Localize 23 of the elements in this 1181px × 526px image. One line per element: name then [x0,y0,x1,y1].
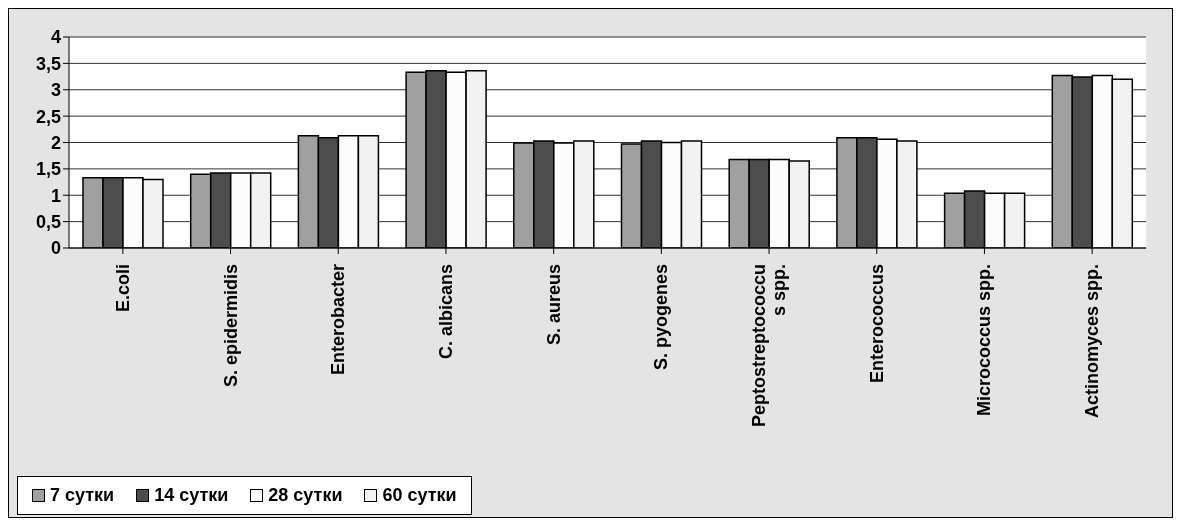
x-tick-label: Enterococcus [866,264,887,384]
x-tick-label: S. epidermidis [220,264,241,388]
x-tick-label: S. pyogenes [651,264,672,371]
legend-label: 14 сутки [153,485,229,506]
y-tick-label: 2 [50,132,61,153]
x-tick-label: Micrococcus spp. [974,264,995,417]
y-tick-label: 0,5 [35,212,61,233]
x-tick-label: S. aureus [543,264,564,346]
legend-label: 7 сутки [49,485,115,506]
x-tick-label: C. albicans [435,264,456,360]
x-tick-label: E.coli [112,264,133,313]
y-tick-label: 1 [50,185,61,206]
legend-label: 28 сутки [267,485,343,506]
y-tick-label: 3,5 [35,53,61,74]
legend-label: 60 сутки [381,485,457,506]
y-tick-label: 3 [50,80,61,101]
y-tick-label: 4 [50,27,61,48]
x-tick-label: Actinomyces spp. [1082,264,1103,419]
y-tick-label: 2,5 [35,106,61,127]
x-tick-label: Enterobacter [328,264,349,376]
x-tick-label: Peptostreptococcus spp. [749,264,790,428]
y-tick-label: 0 [50,238,61,259]
y-tick-label: 1,5 [35,159,61,180]
